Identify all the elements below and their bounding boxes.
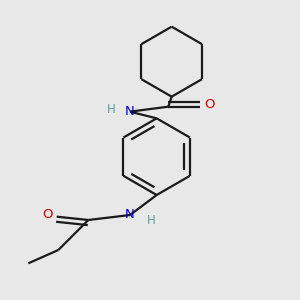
Text: H: H [147,214,156,226]
Text: H: H [107,103,116,116]
Text: O: O [204,98,214,111]
Text: N: N [125,105,135,118]
Text: O: O [42,208,52,221]
Text: N: N [125,208,135,221]
